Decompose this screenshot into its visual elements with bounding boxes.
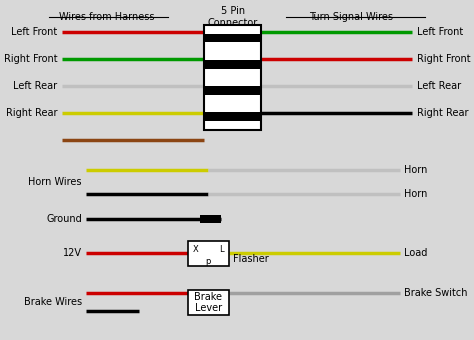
Text: p: p — [206, 257, 211, 266]
Text: Load: Load — [404, 248, 428, 258]
Bar — [188, 290, 229, 315]
Text: Left Front: Left Front — [11, 27, 57, 37]
Text: Left Rear: Left Rear — [417, 81, 461, 91]
Bar — [204, 112, 262, 121]
Text: Brake
Lever: Brake Lever — [194, 292, 222, 313]
Text: 5 Pin
Connector: 5 Pin Connector — [208, 6, 258, 28]
Text: Brake Wires: Brake Wires — [24, 297, 82, 307]
Text: Right Front: Right Front — [417, 54, 470, 64]
Text: Brake Switch: Brake Switch — [404, 288, 468, 298]
Text: Right Rear: Right Rear — [417, 108, 468, 118]
Text: Right Rear: Right Rear — [6, 108, 57, 118]
Bar — [204, 25, 262, 130]
Text: Flasher: Flasher — [233, 254, 269, 264]
Text: Horn: Horn — [404, 165, 428, 175]
Text: Horn: Horn — [404, 189, 428, 199]
Text: Right Front: Right Front — [4, 54, 57, 64]
Text: L: L — [219, 245, 224, 254]
Bar — [204, 86, 262, 95]
Text: Left Front: Left Front — [417, 27, 463, 37]
Text: Left Rear: Left Rear — [13, 81, 57, 91]
Text: Ground: Ground — [46, 214, 82, 224]
Text: Turn Signal Wires: Turn Signal Wires — [309, 12, 393, 21]
Text: Wires from Harness: Wires from Harness — [59, 12, 154, 21]
Bar — [201, 215, 221, 223]
Bar — [188, 241, 229, 266]
Text: 12V: 12V — [63, 248, 82, 258]
Text: Horn Wires: Horn Wires — [28, 177, 82, 187]
Text: X: X — [192, 245, 198, 254]
Bar — [204, 60, 262, 69]
Bar — [204, 34, 262, 42]
